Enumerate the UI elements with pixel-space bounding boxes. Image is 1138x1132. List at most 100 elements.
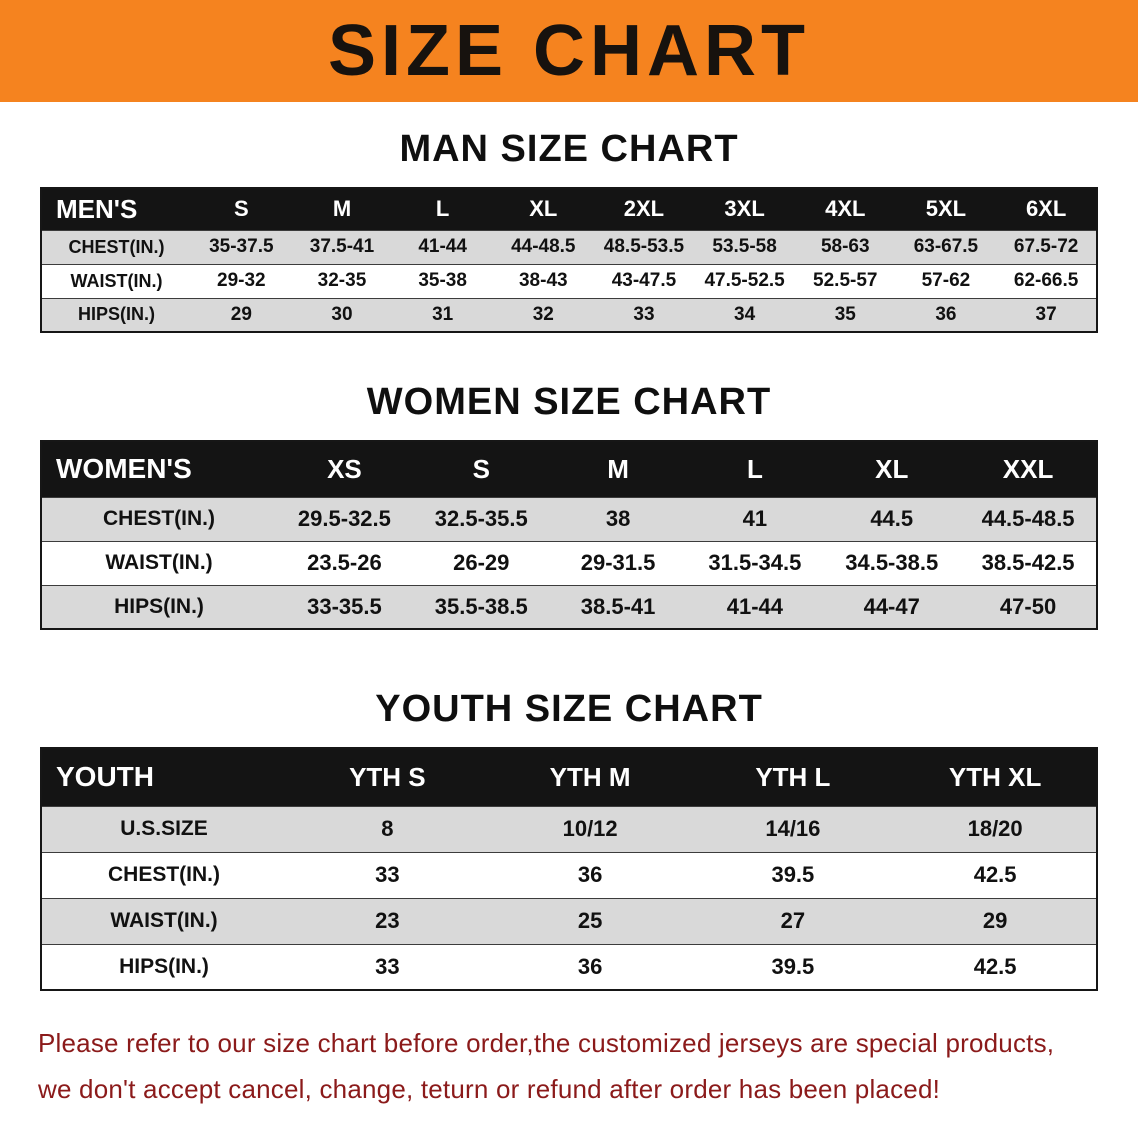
size-value-cell: 33-35.5 — [307, 593, 382, 619]
row-label: WAIST(IN.) — [70, 270, 163, 291]
youth-section: YOUTH SIZE CHART YOUTH YTH S YTH M YTH L YTH… — [0, 688, 1138, 991]
table-corner-label: MEN'S — [56, 193, 138, 224]
size-value-cell: 31 — [432, 303, 454, 325]
size-value-cell: 41-44 — [418, 236, 467, 257]
size-value-cell: 26-29 — [453, 550, 510, 575]
women-section: WOMEN SIZE CHART WOMEN'S XS S M L XL XXL CHEST(… — [0, 381, 1138, 630]
size-value-cell: 34 — [734, 303, 756, 325]
table-header-row: WOMEN'S XS S M L XL XXL — [41, 441, 1097, 497]
column-header: M — [332, 196, 352, 222]
size-value-cell: 38 — [605, 506, 631, 531]
column-header: L — [435, 196, 450, 222]
table-corner-label: WOMEN'S — [56, 453, 192, 485]
size-value-cell: 18/20 — [967, 816, 1023, 841]
size-value-cell: 29 — [982, 908, 1008, 933]
table-row: WAIST(IN.) 23.5-26 26-29 29-31.5 31.5-34.5 34… — [41, 541, 1097, 585]
table-row: U.S.SIZE 8 10/12 14/16 18/20 — [41, 806, 1097, 852]
row-label: CHEST(IN.) — [68, 236, 165, 257]
table-row: HIPS(IN.) 29 30 31 32 33 34 35 36 37 — [41, 298, 1097, 332]
size-value-cell: 30 — [331, 303, 353, 325]
table-row: WAIST(IN.) 23 25 27 29 — [41, 898, 1097, 944]
size-value-cell: 33 — [375, 953, 400, 979]
column-header: YTH S — [349, 761, 426, 792]
size-value-cell: 38.5-41 — [580, 593, 656, 619]
size-value-cell: 62-66.5 — [1013, 270, 1079, 291]
size-value-cell: 53.5-58 — [712, 236, 777, 257]
size-value-cell: 25 — [577, 908, 603, 933]
column-header: S — [472, 453, 490, 484]
column-header: 6XL — [1025, 196, 1067, 222]
size-value-cell: 35 — [834, 303, 856, 325]
table-row: CHEST(IN.) 29.5-32.5 32.5-35.5 38 41 44.5 44.5… — [41, 497, 1097, 541]
men-section-heading: MAN SIZE CHART — [399, 128, 739, 170]
men-size-table: MEN'S S M L XL 2XL 3XL 4XL 5XL 6XL CHEST(IN.) 35-37… — [40, 187, 1098, 333]
size-value-cell: 36 — [577, 862, 603, 887]
size-value-cell: 29-31.5 — [580, 550, 656, 575]
table-header-row: YOUTH YTH S YTH M YTH L YTH XL — [41, 748, 1097, 806]
size-value-cell: 38.5-42.5 — [981, 550, 1075, 575]
size-value-cell: 23.5-26 — [307, 550, 382, 575]
table-row: HIPS(IN.) 33 36 39.5 42.5 — [41, 944, 1097, 990]
size-value-cell: 38-43 — [518, 270, 568, 291]
size-value-cell: 27 — [780, 908, 806, 933]
column-header: XS — [327, 453, 362, 484]
row-label: HIPS(IN.) — [119, 954, 209, 978]
column-header: L — [746, 453, 763, 484]
table-corner-label: YOUTH — [56, 761, 154, 793]
size-value-cell: 42.5 — [973, 862, 1017, 887]
size-value-cell: 36 — [577, 953, 603, 979]
size-value-cell: 44-47 — [863, 593, 920, 619]
size-value-cell: 34.5-38.5 — [845, 550, 939, 575]
size-value-cell: 39.5 — [771, 953, 815, 979]
column-header: YTH L — [755, 761, 831, 792]
column-header: 3XL — [724, 196, 765, 222]
column-header: 5XL — [925, 196, 967, 222]
size-value-cell: 41 — [742, 506, 768, 531]
size-value-cell: 29.5-32.5 — [297, 506, 391, 531]
column-header: 4XL — [825, 196, 866, 222]
table-row: CHEST(IN.) 35-37.5 37.5-41 41-44 44-48.5 48.5… — [41, 230, 1097, 264]
row-label: CHEST(IN.) — [103, 507, 215, 530]
row-label: WAIST(IN.) — [110, 909, 218, 932]
size-value-cell: 41-44 — [726, 593, 784, 619]
column-header: XL — [529, 196, 558, 222]
banner: SIZE CHART — [0, 0, 1138, 102]
size-value-cell: 35.5-38.5 — [434, 593, 528, 619]
size-value-cell: 33 — [633, 303, 655, 325]
size-value-cell: 47-50 — [999, 593, 1057, 619]
row-label: WAIST(IN.) — [105, 551, 213, 574]
women-section-heading: WOMEN SIZE CHART — [366, 381, 772, 423]
size-value-cell: 29-32 — [217, 270, 266, 291]
size-value-cell: 42.5 — [973, 953, 1017, 979]
column-header: M — [607, 453, 629, 484]
size-value-cell: 33 — [375, 862, 400, 887]
size-value-cell: 47.5-52.5 — [704, 270, 785, 291]
row-label: HIPS(IN.) — [114, 594, 204, 618]
notice-line-2: we don't accept cancel, change, teturn o… — [38, 1073, 941, 1104]
size-value-cell: 63-67.5 — [913, 236, 979, 257]
notice-line-1: Please refer to our size chart before or… — [38, 1028, 1055, 1058]
size-value-cell: 39.5 — [771, 862, 815, 887]
size-value-cell: 67.5-72 — [1013, 236, 1079, 257]
size-value-cell: 37 — [1035, 303, 1057, 325]
size-value-cell: 48.5-53.5 — [603, 236, 685, 257]
table-header-row: MEN'S S M L XL 2XL 3XL 4XL 5XL 6XL — [41, 188, 1097, 230]
youth-size-table: YOUTH YTH S YTH M YTH L YTH XL U.S.SIZE 8 10/12… — [40, 747, 1098, 991]
size-value-cell: 36 — [935, 303, 957, 325]
women-size-table: WOMEN'S XS S M L XL XXL CHEST(IN.) 29.5-32.5 32.5… — [40, 440, 1098, 630]
size-value-cell: 8 — [381, 816, 394, 841]
size-value-cell: 32-35 — [317, 270, 367, 291]
row-label: U.S.SIZE — [120, 817, 208, 840]
column-header: YTH XL — [948, 761, 1042, 792]
column-header: XXL — [1002, 453, 1054, 484]
size-value-cell: 32 — [532, 303, 554, 325]
size-value-cell: 31.5-34.5 — [708, 550, 802, 575]
size-value-cell: 44-48.5 — [511, 236, 576, 257]
size-value-cell: 14/16 — [765, 816, 821, 841]
size-value-cell: 44.5 — [870, 506, 914, 531]
size-value-cell: 52.5-57 — [813, 270, 878, 291]
size-value-cell: 23 — [375, 908, 400, 933]
table-row: CHEST(IN.) 33 36 39.5 42.5 — [41, 852, 1097, 898]
table-row: WAIST(IN.) 29-32 32-35 35-38 38-43 43-47.5 47.… — [41, 264, 1097, 298]
